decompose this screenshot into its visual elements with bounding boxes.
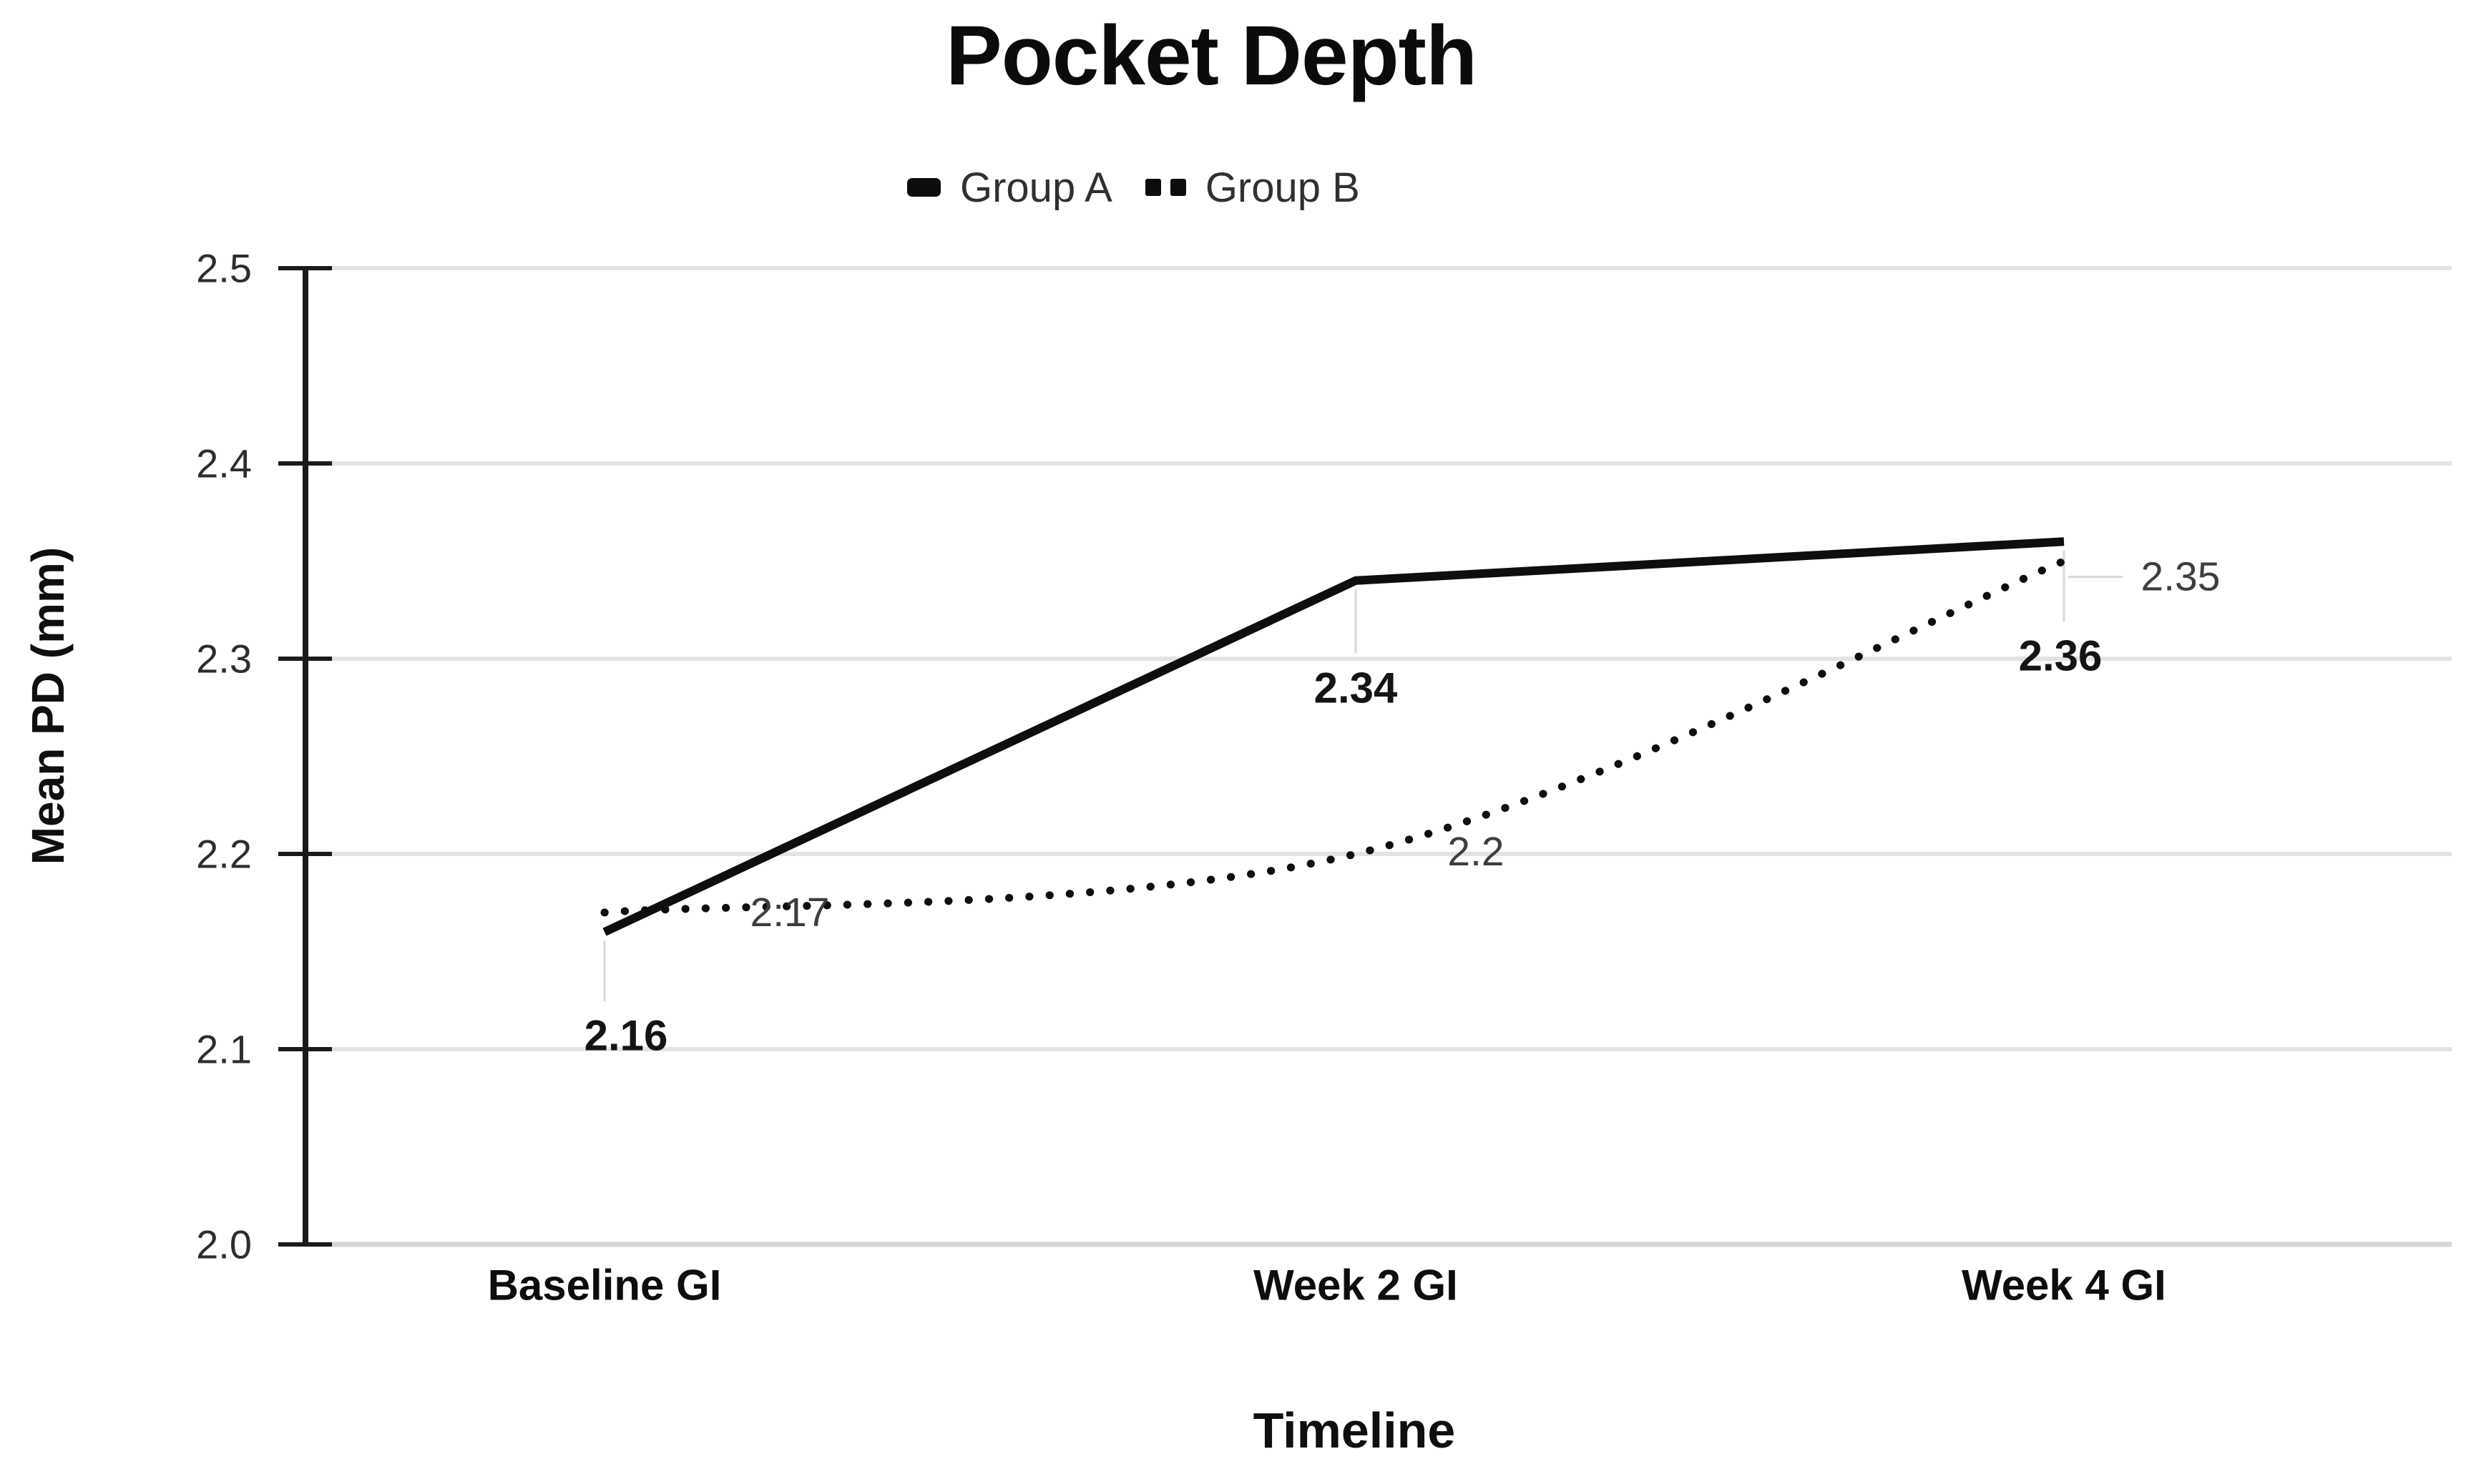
data-label-group-b-2: 2.35 [2141, 554, 2221, 600]
dotted-swatch-dash [1145, 179, 1161, 196]
data-label-group-a-0: 2.16 [584, 1012, 668, 1060]
y-tick-label-4: 2.1 [196, 1027, 252, 1072]
y-tick-label-0: 2.5 [196, 246, 252, 291]
group-b-dotted-line-swatch [1145, 179, 1186, 196]
x-category-label-1: Week 2 GI [1253, 1262, 1458, 1309]
data-label-group-b-0: 2:17 [750, 890, 830, 935]
data-label-group-a-2: 2.36 [2019, 632, 2103, 680]
legend-item-group-b: Group B [1145, 164, 1360, 212]
series-line-group-a [602, 537, 2065, 936]
chart-title: Pocket Depth [946, 9, 1477, 103]
y-tick-label-2: 2.3 [196, 637, 252, 682]
x-category-label-0: Baseline GI [488, 1262, 722, 1309]
x-category-label-2: Week 4 GI [1962, 1262, 2166, 1309]
legend-label-group-a: Group A [960, 164, 1112, 211]
dotted-swatch-dash [1170, 179, 1186, 196]
data-label-group-a-1: 2.34 [1314, 664, 1398, 712]
series-line-group-b [600, 557, 2068, 917]
legend-label-group-b: Group B [1205, 164, 1360, 211]
x-axis-title: Timeline [1253, 1402, 1456, 1458]
y-tick-label-3: 2.2 [196, 832, 252, 877]
y-tick-label-1: 2.4 [196, 441, 252, 486]
legend-item-group-a: Group A [907, 164, 1112, 212]
legend: Group A Group B [907, 159, 1360, 216]
data-label-group-b-1: 2.2 [1447, 829, 1504, 875]
group-a-solid-line-swatch [907, 178, 941, 197]
y-tick-label-5: 2.0 [196, 1222, 252, 1267]
y-axis-title: Mean PD (mm) [22, 546, 74, 865]
